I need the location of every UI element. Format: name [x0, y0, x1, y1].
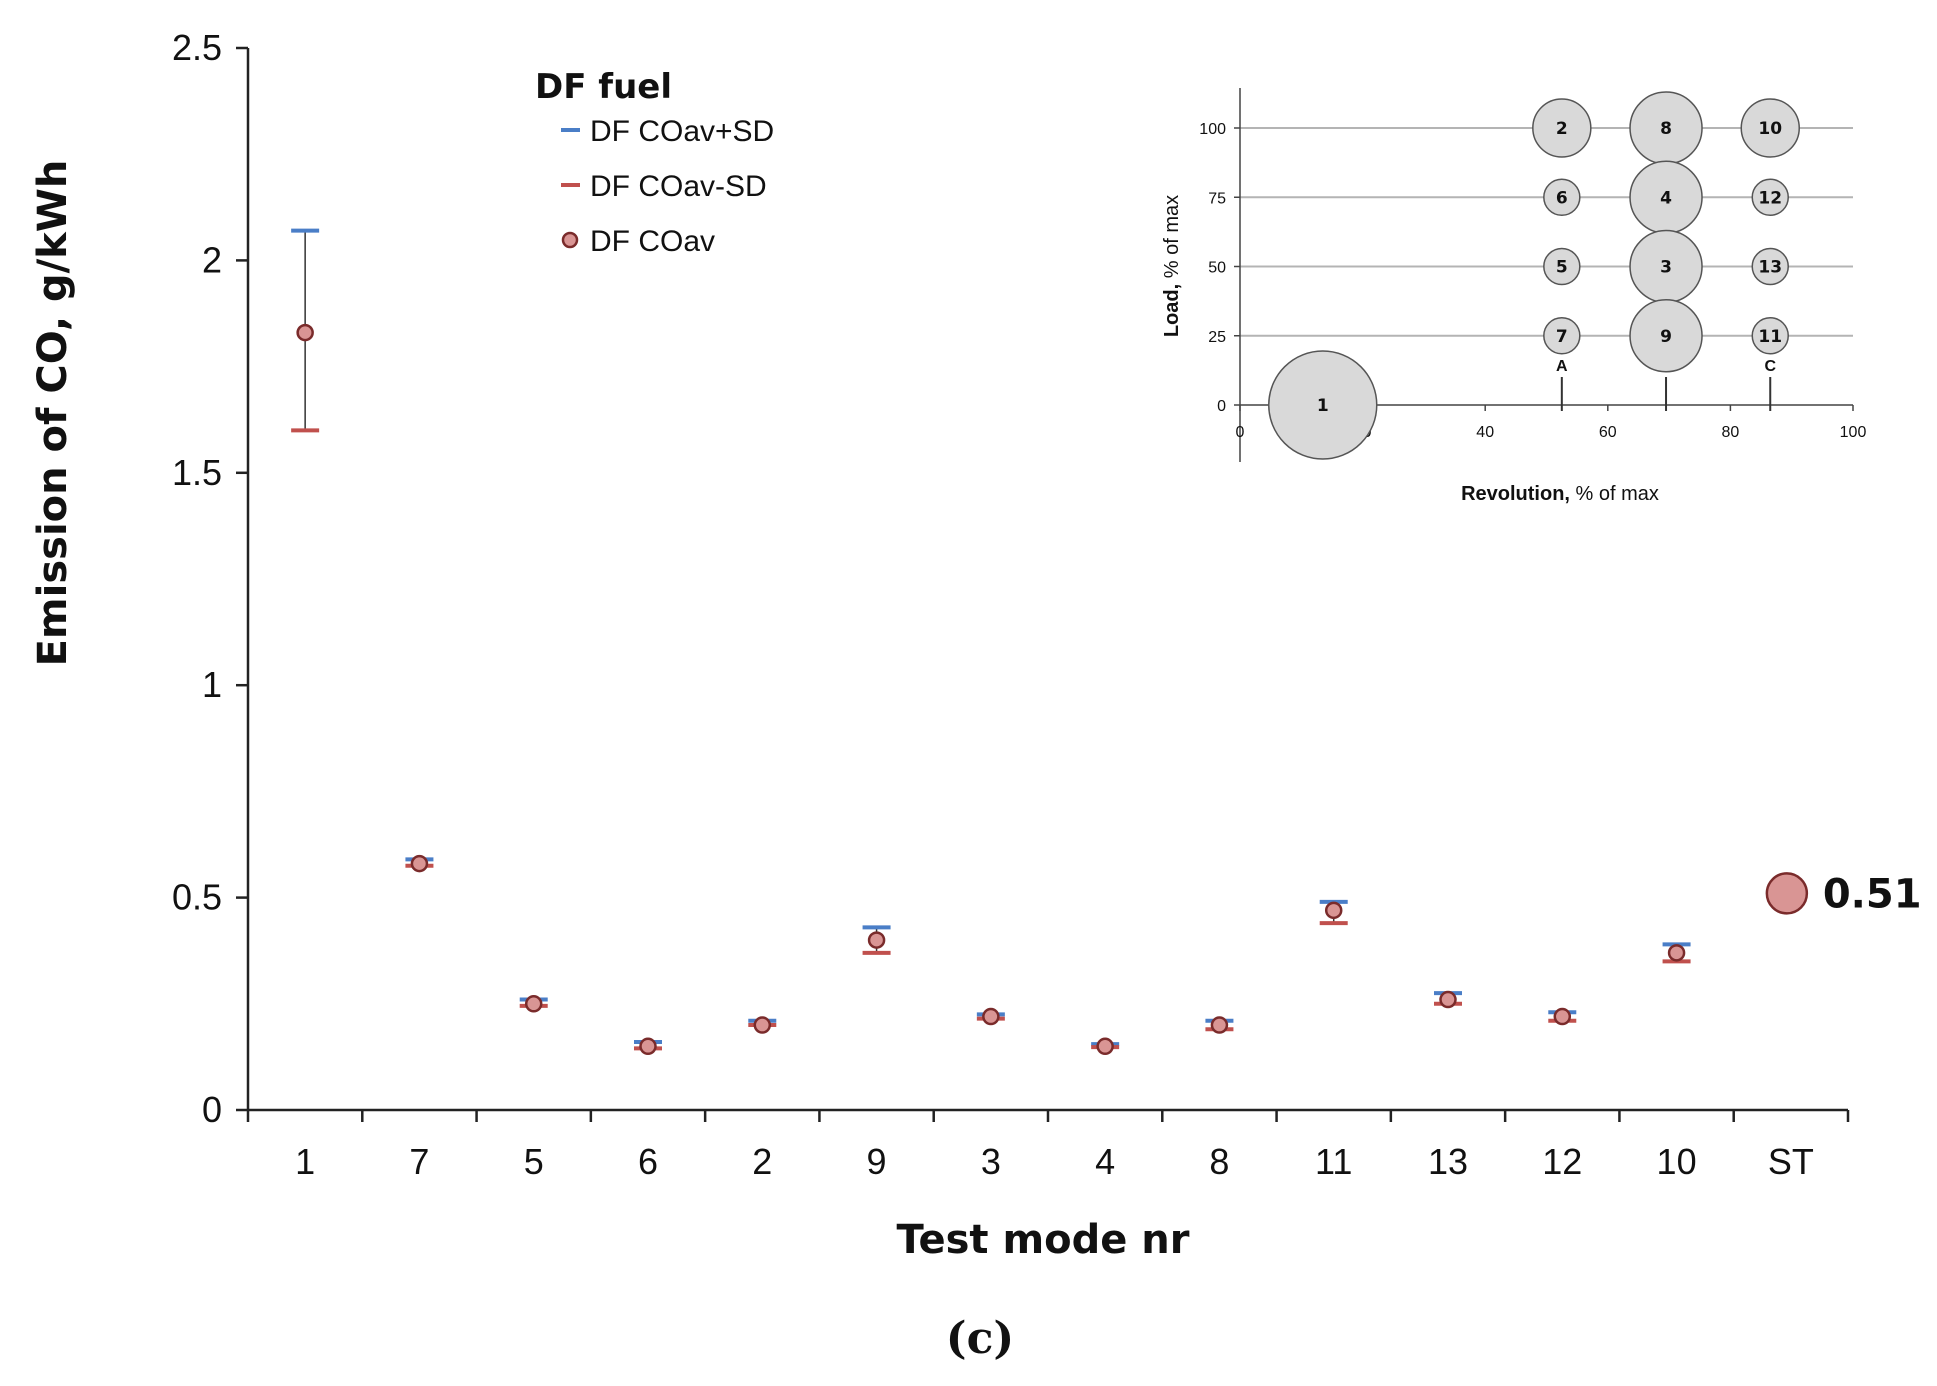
x-tick-label: 4	[1095, 1141, 1115, 1182]
inset-mode-label: 4	[1660, 188, 1672, 208]
main-plot: 00.511.522.51 7 5 6 2 9 3 4 8 11 13 12 10 ST0.51	[172, 27, 1922, 1182]
inset-y-tick-label: 25	[1208, 329, 1226, 346]
y-tick-label: 1	[202, 664, 222, 705]
data-point-coav	[296, 323, 314, 342]
inset-mode-label: 6	[1556, 188, 1568, 208]
inset-x-tick-label: 60	[1599, 424, 1617, 441]
data-point-coav	[1553, 1007, 1572, 1026]
inset-x-tick-label: 0	[1236, 424, 1245, 441]
inset-x-axis-title-rest: % of max	[1570, 483, 1659, 505]
inset-mode-label: 5	[1556, 258, 1568, 278]
data-point-coav	[524, 995, 543, 1013]
inset-mode-label: 1	[1317, 396, 1329, 416]
inset-y-tick-label: 100	[1199, 121, 1226, 138]
x-tick-label: 13	[1428, 1141, 1468, 1182]
data-point-coav	[639, 1037, 657, 1056]
x-tick-label: ST	[1768, 1141, 1814, 1182]
inset-mode-bubble	[1543, 247, 1581, 286]
data-point-coav	[1667, 944, 1686, 962]
inset-mode-bubble	[1751, 317, 1789, 355]
data-point-coav	[867, 931, 886, 949]
x-tick-label: 10	[1657, 1141, 1697, 1182]
inset-speed-marker-label: C	[1764, 358, 1776, 375]
data-point-coav	[753, 1016, 772, 1034]
inset-y-tick-label: 0	[1217, 398, 1226, 415]
data-point-coav	[1210, 1016, 1229, 1034]
legend-coav-marker	[561, 231, 579, 249]
x-tick-label: 6	[638, 1141, 658, 1182]
x-tick-label: 12	[1542, 1141, 1582, 1182]
inset-mode-label: 11	[1758, 327, 1782, 347]
inset-mode-bubble	[1629, 299, 1703, 373]
inset-y-axis-title-rest: % of max	[1161, 195, 1183, 284]
data-point-coav	[982, 1007, 1000, 1026]
inset-x-axis-title: Revolution, % of max	[1461, 483, 1659, 505]
legend-label-plus-sd: DF COav+SD	[590, 115, 774, 148]
x-tick-label: 1	[295, 1141, 315, 1182]
x-tick-label: 5	[524, 1141, 544, 1182]
figure-caption: (c)	[946, 1313, 1014, 1364]
inset-mode-label: 2	[1556, 119, 1568, 139]
y-tick-label: 2	[202, 239, 222, 280]
y-tick-label: 0	[202, 1089, 222, 1130]
inset-mode-label: 9	[1660, 327, 1672, 347]
data-point-coav	[1439, 990, 1457, 1009]
inset-mode-label: 10	[1758, 119, 1782, 139]
inset-y-tick-label: 50	[1208, 260, 1226, 277]
st-point	[1765, 872, 1809, 915]
inset-mode-label: 3	[1660, 258, 1672, 278]
x-tick-label: 9	[867, 1141, 887, 1182]
x-tick-label: 7	[409, 1141, 429, 1182]
x-axis-title: Test mode nr	[896, 1217, 1189, 1263]
x-tick-label: 2	[752, 1141, 772, 1182]
inset-mode-bubble	[1751, 178, 1789, 216]
x-tick-label: 8	[1209, 1141, 1229, 1182]
x-tick-label: 11	[1315, 1141, 1352, 1182]
st-value-label: 0.51	[1823, 871, 1922, 917]
inset-mode-bubble	[1543, 178, 1581, 216]
inset-y-axis-title: Load, % of max	[1161, 195, 1183, 337]
inset-x-tick-label: 100	[1840, 424, 1867, 441]
inset-mode-label: 13	[1758, 258, 1782, 278]
y-tick-label: 0.5	[172, 877, 222, 918]
y-tick-label: 2.5	[172, 27, 222, 68]
inset-mode-bubble	[1543, 317, 1581, 355]
y-tick-label: 1.5	[172, 452, 222, 493]
inset-mode-label: 8	[1660, 119, 1672, 139]
legend: DF fuel DF COav+SD DF COav-SD DF COav	[535, 67, 774, 258]
legend-label-minus-sd: DF COav-SD	[590, 170, 767, 203]
inset-mode-label: 12	[1758, 188, 1782, 208]
inset-speed-marker-label: A	[1556, 358, 1568, 375]
inset-x-tick-label: 40	[1476, 424, 1494, 441]
inset-y-axis-title-bold: Load,	[1161, 284, 1183, 337]
x-tick-label: 3	[981, 1141, 1001, 1182]
data-point-coav	[1096, 1037, 1114, 1056]
inset-x-tick-label: 80	[1722, 424, 1740, 441]
data-point-coav	[410, 854, 429, 873]
inset-y-tick-label: 75	[1208, 190, 1226, 207]
legend-title: DF fuel	[535, 67, 672, 107]
data-point-coav	[1324, 901, 1343, 920]
inset-mode-bubble	[1751, 247, 1789, 286]
test-mode-inset-diagram: 0255075100020406080100ABC184392106125137…	[1161, 88, 1866, 505]
inset-mode-bubble	[1740, 98, 1800, 158]
y-axis-title: Emission of CO, g/kWh	[30, 160, 76, 667]
inset-x-axis-title-bold: Revolution,	[1461, 483, 1570, 505]
inset-mode-label: 7	[1556, 327, 1568, 347]
inset-mode-bubble	[1532, 98, 1592, 158]
inset-mode-bubble	[1268, 350, 1378, 460]
legend-label-coav: DF COav	[590, 225, 715, 258]
